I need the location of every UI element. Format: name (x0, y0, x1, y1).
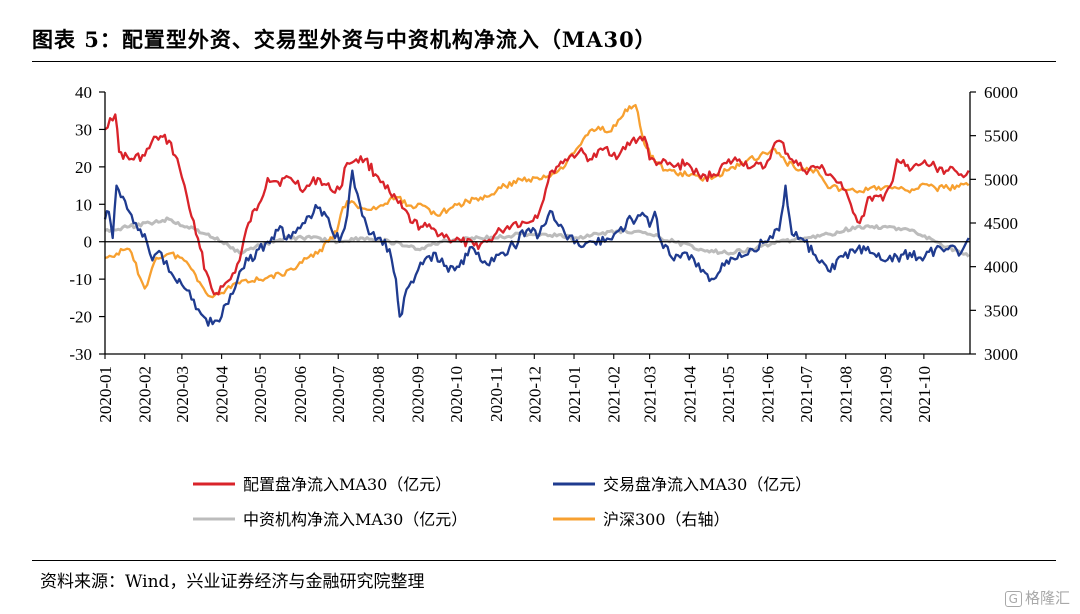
series-line-1 (104, 113, 970, 296)
x-tick-label: 2021-03 (641, 366, 660, 423)
title-rule (32, 61, 1056, 62)
x-tick-label: 2020-03 (173, 366, 192, 423)
legend-item-1: 配置盘净流入MA30（亿元） (193, 475, 451, 494)
legend-item-2: 交易盘净流入MA30（亿元） (553, 475, 811, 494)
left-tick-label: -10 (69, 270, 92, 289)
x-tick-label: 2020-12 (525, 366, 544, 423)
x-tick-label: 2021-06 (759, 366, 778, 423)
x-tick-label: 2021-01 (565, 366, 584, 423)
x-tick-label: 2020-06 (291, 366, 310, 423)
legend-label: 沪深300（右轴） (603, 510, 730, 529)
legend-label: 中资机构净流入MA30（亿元） (243, 510, 467, 529)
figure-title: 图表 5：配置型外资、交易型外资与中资机构净流入（MA30） (32, 27, 657, 52)
legend: 配置盘净流入MA30（亿元） 交易盘净流入MA30（亿元） 中资机构净流入MA30（… (193, 475, 811, 529)
x-tick-label: 2021-10 (915, 366, 934, 423)
x-tick-label: 2020-10 (447, 366, 466, 423)
x-tick-label: 2020-11 (487, 366, 506, 422)
right-tick-label: 5500 (984, 127, 1018, 146)
right-tick-label: 3500 (984, 301, 1018, 320)
source-rule (32, 560, 1056, 561)
left-tick-label: -20 (69, 308, 92, 327)
left-tick-label: 20 (75, 158, 92, 177)
left-tick-label: 0 (84, 233, 93, 252)
left-tick-label: -30 (69, 345, 92, 364)
left-tick-label: 40 (75, 83, 92, 102)
x-tick-label: 2020-05 (251, 366, 270, 423)
x-tick-label: 2020-01 (96, 366, 115, 423)
x-tick-label: 2021-07 (797, 366, 816, 423)
plot-area (103, 103, 970, 327)
right-tick-label: 4500 (984, 214, 1018, 233)
axes: 40 30 20 10 0 -10 -20 -30 6000 5500 5000 4500 4000 35… (69, 83, 1018, 423)
left-tick-label: 10 (75, 195, 92, 214)
x-tick-label: 2021-09 (876, 366, 895, 423)
x-tick-label: 2020-04 (213, 366, 232, 423)
series-line-2 (103, 169, 970, 327)
x-tick-label: 2020-09 (409, 366, 428, 423)
x-tick-label: 2021-08 (837, 366, 856, 423)
x-tick-label: 2021-05 (719, 366, 738, 423)
source-note: 资料来源：Wind，兴业证券经济与金融研究院整理 (40, 572, 425, 592)
right-tick-label: 6000 (984, 83, 1018, 102)
series-line-4 (104, 103, 970, 299)
watermark-icon: G (1004, 591, 1022, 607)
legend-item-4: 沪深300（右轴） (553, 510, 730, 529)
right-tick-label: 5000 (984, 170, 1018, 189)
x-tick-label: 2020-08 (369, 366, 388, 423)
right-tick-label: 3000 (984, 345, 1018, 364)
x-tick-label: 2020-07 (329, 366, 348, 423)
x-tick-label: 2021-02 (605, 366, 624, 423)
legend-label: 配置盘净流入MA30（亿元） (243, 475, 451, 494)
legend-item-3: 中资机构净流入MA30（亿元） (193, 510, 467, 529)
watermark-text: 格隆汇 (1024, 589, 1070, 607)
right-tick-label: 4000 (984, 258, 1018, 277)
x-tick-label: 2020-02 (136, 366, 155, 423)
left-tick-label: 30 (75, 120, 92, 139)
legend-label: 交易盘净流入MA30（亿元） (603, 475, 811, 494)
watermark-logo: G 格隆汇 (1004, 587, 1070, 608)
x-tick-label: 2021-04 (680, 366, 699, 423)
